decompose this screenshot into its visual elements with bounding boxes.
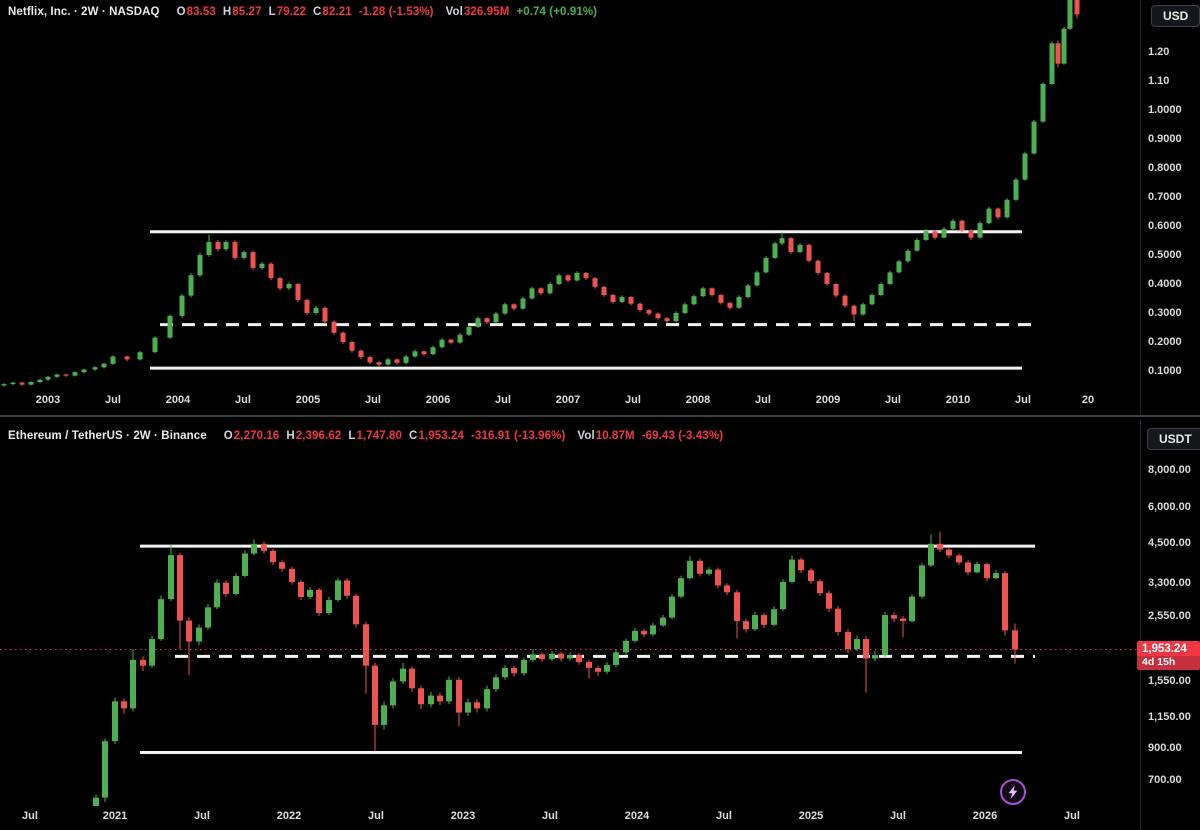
time-tick-label: Jul — [625, 394, 641, 406]
time-tick-label: Jul — [755, 394, 771, 406]
low-value: 79.22 — [276, 6, 306, 18]
time-tick-label: Jul — [1064, 810, 1080, 822]
price-tick-label: 0.2000 — [1148, 336, 1182, 348]
time-tick-label: 2004 — [165, 394, 191, 406]
close-value: 1,953.24 — [418, 430, 465, 442]
panel-separator[interactable] — [0, 415, 1200, 417]
time-tick-label: Jul — [194, 810, 210, 822]
price-tick-label: 0.7000 — [1148, 191, 1182, 203]
candles-group — [93, 531, 1018, 806]
current-price-badge: 1,953.24 4d 15h — [1137, 641, 1200, 670]
time-tick-label: 2009 — [815, 394, 841, 406]
level-lines — [140, 544, 1035, 754]
price-tick-label: 3,300.00 — [1148, 577, 1191, 589]
volume-change-value: +0.74 (+0.91%) — [516, 6, 598, 18]
lightning-bolt-glyph — [1008, 785, 1018, 799]
time-tick-label: Jul — [1015, 394, 1031, 406]
price-tick-label: 0.9000 — [1148, 133, 1182, 145]
time-tick-label: 2003 — [35, 394, 61, 406]
netflix-price-chart[interactable] — [0, 0, 1140, 390]
open-label: O — [176, 6, 186, 18]
volume-value: 10.87M — [595, 430, 635, 442]
ethereum-price-chart[interactable] — [0, 419, 1140, 806]
open-value: 83.53 — [186, 6, 216, 18]
time-tick-label: 2006 — [425, 394, 451, 406]
time-tick-label: 2021 — [102, 810, 128, 822]
high-value: 2,396.62 — [295, 430, 342, 442]
ethereum-symbol-header: Ethereum / TetherUS · 2W · Binance O2,270… — [8, 430, 723, 442]
currency-button-usd[interactable]: USD — [1151, 5, 1200, 27]
price-tick-label: 0.6000 — [1148, 220, 1182, 232]
time-tick-label: Jul — [235, 394, 251, 406]
volume-label: Vol — [445, 6, 463, 18]
ethereum-title[interactable]: Ethereum / TetherUS · 2W · Binance — [8, 430, 207, 442]
time-tick-label: 20 — [1081, 394, 1095, 406]
time-tick-label: Jul — [495, 394, 511, 406]
netflix-price-scale[interactable]: 1.20 1.10 1.0000 0.9000 0.8000 0.7000 0.6000 0.… — [1140, 0, 1200, 415]
time-tick-label: 2007 — [555, 394, 581, 406]
price-tick-label: 6,000.00 — [1148, 501, 1191, 513]
price-tick-label: 4,500.00 — [1148, 537, 1191, 549]
close-label: C — [313, 6, 322, 18]
price-tick-label: 0.3000 — [1148, 307, 1182, 319]
price-tick-label: 700.00 — [1148, 774, 1182, 786]
time-tick-label: Jul — [716, 810, 732, 822]
netflix-title[interactable]: Netflix, Inc. · 2W · NASDAQ — [8, 6, 160, 18]
time-tick-label: 2023 — [450, 810, 476, 822]
open-label: O — [223, 430, 233, 442]
price-tick-label: 0.5000 — [1148, 249, 1182, 261]
time-tick-label: 2026 — [972, 810, 998, 822]
time-tick-label: 2005 — [295, 394, 321, 406]
time-tick-label: Jul — [368, 810, 384, 822]
volume-value: 326.95M — [463, 6, 510, 18]
time-tick-label: Jul — [22, 810, 38, 822]
price-tick-label: 1,150.00 — [1148, 711, 1191, 723]
netflix-time-axis[interactable]: 2003 Jul 2004 Jul 2005 Jul 2006 Jul 2007 Jul 2008 J… — [0, 390, 1140, 414]
time-tick-label: 2022 — [276, 810, 302, 822]
candle-countdown: 4d 15h — [1137, 656, 1200, 670]
time-tick-label: Jul — [890, 810, 906, 822]
change-value: -316.91 (-13.96%) — [471, 430, 566, 442]
level-lines — [150, 230, 1032, 370]
price-tick-label: 1.10 — [1148, 75, 1170, 87]
low-value: 1,747.80 — [356, 430, 403, 442]
price-tick-label: 1.0000 — [1148, 104, 1182, 116]
price-tick-label: 0.4000 — [1148, 278, 1182, 290]
time-tick-label: Jul — [105, 394, 121, 406]
low-label: L — [348, 430, 356, 442]
high-value: 85.27 — [232, 6, 262, 18]
time-tick-label: 2010 — [945, 394, 971, 406]
close-value: 82.21 — [322, 6, 352, 18]
high-label: H — [286, 430, 295, 442]
close-label: C — [409, 430, 418, 442]
time-tick-label: 2024 — [624, 810, 650, 822]
time-tick-label: 2008 — [685, 394, 711, 406]
volume-label: Vol — [577, 430, 595, 442]
time-tick-label: Jul — [542, 810, 558, 822]
price-tick-label: 0.8000 — [1148, 162, 1182, 174]
low-label: L — [268, 6, 276, 18]
price-tick-label: 2,550.00 — [1148, 610, 1191, 622]
volume-change-value: -69.43 (-3.43%) — [641, 430, 724, 442]
time-tick-label: Jul — [885, 394, 901, 406]
current-price-value: 1,953.24 — [1137, 641, 1200, 656]
ethereum-time-axis[interactable]: Jul 2021 Jul 2022 Jul 2023 Jul 2024 Jul 2025 Jul 20… — [0, 806, 1140, 830]
high-label: H — [222, 6, 232, 18]
candles-group — [1, 0, 1080, 387]
flash-events-icon[interactable] — [998, 777, 1028, 807]
price-tick-label: 1,550.00 — [1148, 675, 1191, 687]
netflix-symbol-header: Netflix, Inc. · 2W · NASDAQ O83.53 H85.27 L… — [8, 6, 597, 18]
price-tick-label: 8,000.00 — [1148, 464, 1191, 476]
price-tick-label: 0.1000 — [1148, 365, 1182, 377]
price-tick-label: 1.20 — [1148, 46, 1170, 58]
currency-button-usdt[interactable]: USDT — [1147, 428, 1200, 450]
time-tick-label: 2025 — [798, 810, 824, 822]
price-tick-label: 900.00 — [1148, 742, 1182, 754]
open-value: 2,270.16 — [233, 430, 280, 442]
ethereum-price-scale[interactable]: 8,000.00 6,000.00 4,500.00 3,300.00 2,550.00… — [1140, 419, 1200, 830]
change-value: -1.28 (-1.53%) — [358, 6, 434, 18]
time-tick-label: Jul — [365, 394, 381, 406]
